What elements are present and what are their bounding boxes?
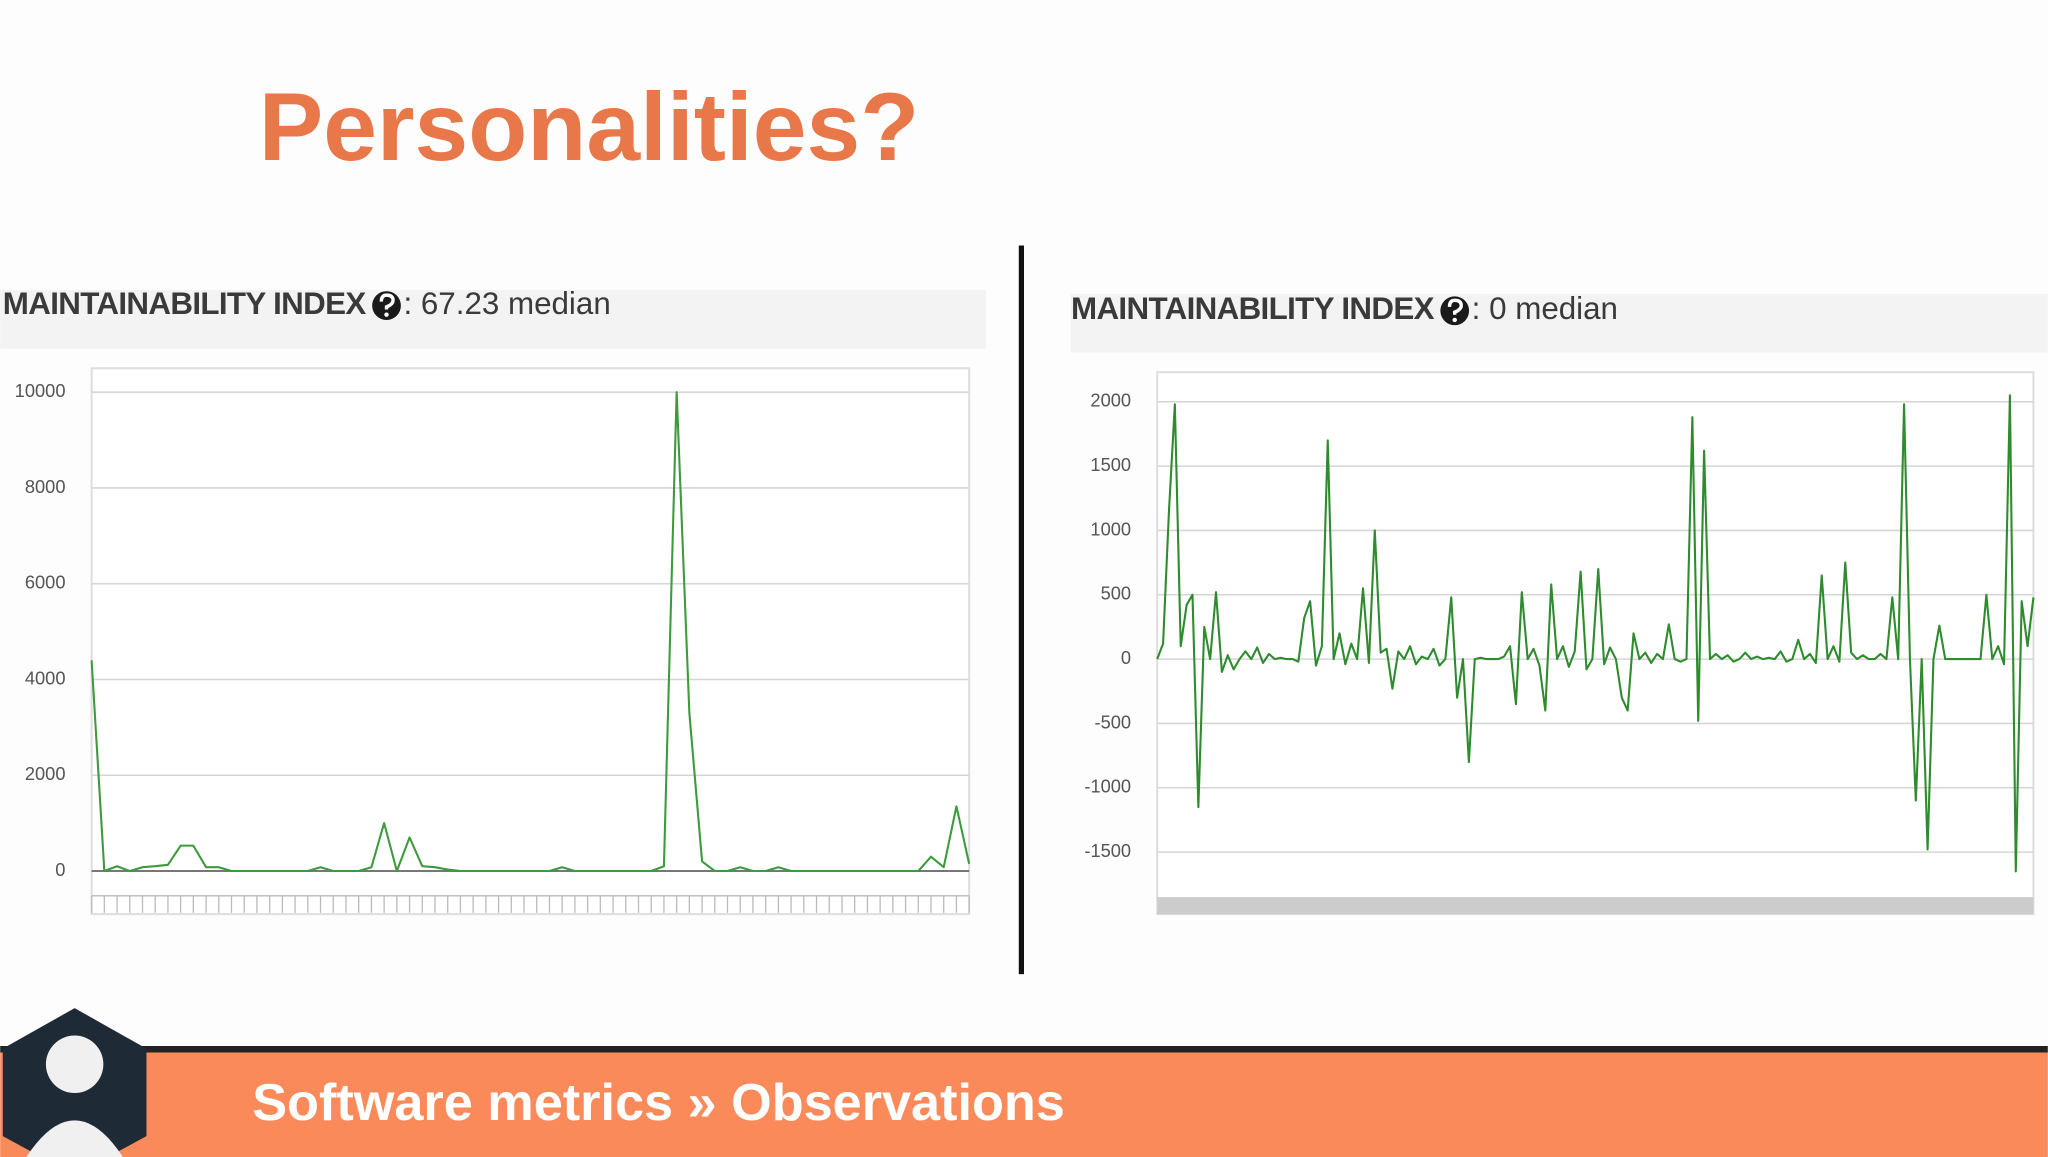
y-tick-label: 1000 [1090, 518, 1131, 539]
data-line [90, 391, 971, 873]
footer-bar [0, 1052, 2048, 1157]
logo-head [45, 1035, 104, 1094]
y-tick-label: -500 [1095, 711, 1132, 732]
chart-header [1071, 293, 2048, 353]
y-tick-label: 0 [55, 859, 65, 880]
y-tick-label: 10000 [15, 380, 66, 401]
chart-subtitle: : 0 median [1472, 291, 1618, 326]
y-tick-label: 4000 [25, 667, 66, 688]
y-tick-label: -1500 [1084, 840, 1131, 861]
logo-body [26, 1120, 123, 1157]
y-tick-label: 500 [1101, 583, 1131, 604]
footer-rule [0, 1046, 2048, 1053]
slide-title: Personalities? [259, 74, 920, 181]
footer-text: Software metrics » Observations [252, 1074, 1065, 1132]
y-tick-label: 1500 [1090, 454, 1131, 475]
chart-subtitle: : 67.23 median [403, 286, 610, 321]
help-icon-dot [384, 312, 389, 317]
y-tick-label: 8000 [25, 476, 66, 497]
y-tick-label: 0 [1121, 647, 1131, 668]
plot-area [90, 367, 971, 916]
chart-title: MAINTAINABILITY INDEX [1071, 291, 1435, 326]
y-tick-label: 2000 [25, 763, 66, 784]
y-tick-label: 2000 [1090, 390, 1131, 411]
chart-header [0, 289, 987, 349]
divider [1018, 245, 1024, 975]
y-tick-label: 6000 [25, 572, 66, 593]
chart-title: MAINTAINABILITY INDEX [3, 286, 367, 321]
data-line [1156, 394, 2035, 873]
scrollbar [1157, 897, 2034, 915]
help-icon-dot [1452, 317, 1457, 323]
help-icon-mark [379, 293, 395, 310]
y-tick-label: -1000 [1084, 776, 1131, 797]
help-icon-mark [1447, 298, 1463, 315]
